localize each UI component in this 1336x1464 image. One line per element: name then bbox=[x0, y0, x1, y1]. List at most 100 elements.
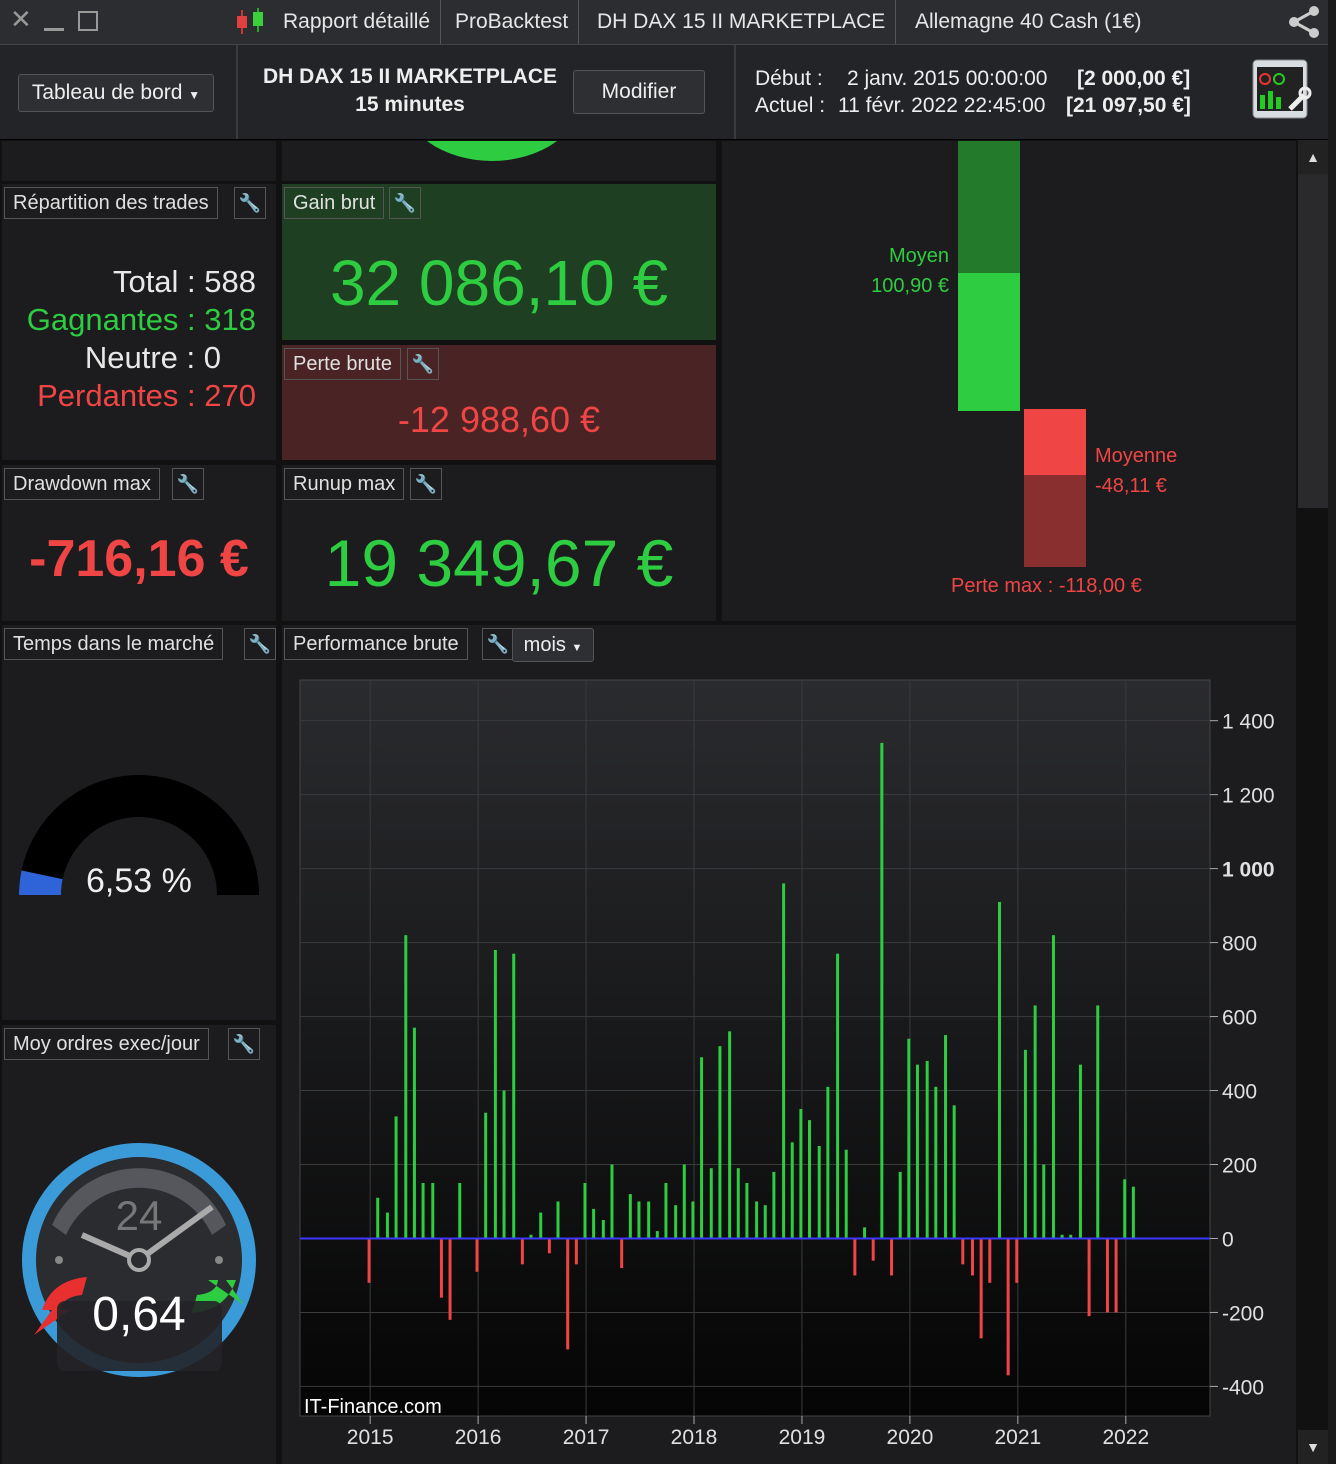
scroll-down-icon[interactable]: ▼ bbox=[1298, 1430, 1328, 1464]
gross-gain-value: 32 086,10 € bbox=[329, 247, 669, 319]
gain-bar bbox=[1023, 1049, 1027, 1239]
loss-bar bbox=[988, 1238, 992, 1283]
tab-probacktest[interactable]: ProBacktest bbox=[445, 0, 580, 44]
gain-bar bbox=[1069, 1234, 1073, 1239]
gain-bar bbox=[655, 1231, 659, 1239]
start-label: Début : bbox=[755, 67, 823, 90]
gain-bar bbox=[782, 883, 786, 1239]
dashboard-dropdown[interactable]: Tableau de bord ▼ bbox=[18, 74, 214, 112]
start-value: [2 000,00 €] bbox=[1077, 67, 1191, 90]
loss-bar bbox=[367, 1238, 371, 1283]
tab-instrument[interactable]: Allemagne 40 Cash (1€) bbox=[915, 10, 1142, 33]
wrench-icon[interactable]: 🔧 bbox=[407, 348, 439, 380]
system-name: DH DAX 15 II MARKETPLACE bbox=[262, 65, 558, 88]
y-tick-label: 1 200 bbox=[1222, 785, 1275, 808]
runup-title: Runup max bbox=[284, 468, 405, 500]
scroll-thumb[interactable] bbox=[1298, 174, 1328, 508]
tab-system-name[interactable]: DH DAX 15 II MARKETPLACE bbox=[587, 0, 897, 44]
start-date: 2 janv. 2015 00:00:00 bbox=[847, 67, 1048, 90]
gain-bar bbox=[394, 1116, 398, 1239]
clock-number: 24 bbox=[116, 1192, 163, 1239]
gain-bar bbox=[898, 1171, 902, 1239]
gain-bar bbox=[421, 1182, 425, 1239]
gain-bar bbox=[637, 1201, 641, 1239]
y-tick-label: -400 bbox=[1222, 1376, 1264, 1399]
gross-gain-title: Gain brut bbox=[284, 187, 385, 219]
orders-value: 0,64 bbox=[92, 1288, 186, 1341]
divider bbox=[236, 45, 238, 139]
gain-bar bbox=[915, 1064, 919, 1239]
gain-bar bbox=[376, 1197, 380, 1239]
market-time-value: 6,53 % bbox=[86, 862, 192, 900]
loss-bar bbox=[1105, 1238, 1109, 1313]
gain-bar bbox=[817, 1146, 821, 1239]
maximize-icon[interactable] bbox=[78, 11, 98, 31]
loss-bar bbox=[520, 1238, 524, 1265]
gross-loss-title: Perte brute bbox=[284, 348, 401, 380]
gain-bar bbox=[502, 1090, 506, 1239]
scroll-up-icon[interactable]: ▲ bbox=[1298, 140, 1328, 174]
loss-bar bbox=[448, 1238, 452, 1320]
gain-bar bbox=[763, 1205, 767, 1239]
loss-bar bbox=[620, 1238, 624, 1269]
gain-bar bbox=[836, 953, 840, 1239]
wrench-icon[interactable]: 🔧 bbox=[389, 187, 421, 219]
x-tick-label: 2021 bbox=[994, 1426, 1041, 1449]
trades-losers: Perdantes : 270 bbox=[37, 378, 256, 413]
modify-button[interactable]: Modifier bbox=[573, 70, 705, 114]
y-tick-label: -200 bbox=[1222, 1302, 1264, 1325]
gauge-remnant bbox=[402, 141, 582, 161]
gain-bar bbox=[934, 1086, 938, 1239]
loss-bar bbox=[853, 1238, 857, 1276]
drawdown-panel: Drawdown max 🔧 -716,16 € bbox=[2, 465, 276, 621]
avg-gain-bar-upper bbox=[958, 141, 1020, 273]
runup-panel: Runup max 🔧 19 349,67 € bbox=[282, 465, 716, 621]
gross-loss-value: -12 988,60 € bbox=[397, 399, 601, 440]
tab-detailed-report[interactable]: Rapport détaillé bbox=[273, 0, 442, 44]
gain-bar bbox=[728, 1031, 732, 1239]
wrench-icon[interactable]: 🔧 bbox=[234, 187, 266, 219]
wrench-icon[interactable]: 🔧 bbox=[172, 468, 204, 500]
gain-bar bbox=[790, 1142, 794, 1239]
x-tick-label: 2017 bbox=[563, 1426, 610, 1449]
gain-bar bbox=[458, 1182, 462, 1239]
loss-bar bbox=[574, 1238, 578, 1265]
settings-chart-icon[interactable] bbox=[1252, 59, 1312, 126]
max-loss-label: Perte max : -118,00 € bbox=[951, 575, 1142, 597]
minimize-icon[interactable] bbox=[44, 28, 64, 31]
wrench-icon[interactable]: 🔧 bbox=[228, 1028, 260, 1060]
gain-bar bbox=[863, 1227, 867, 1239]
vertical-scrollbar[interactable]: ▲ ▼ bbox=[1298, 140, 1328, 1464]
market-time-title: Temps dans le marché bbox=[4, 628, 224, 660]
gain-bar bbox=[691, 1201, 695, 1239]
current-value: [21 097,50 €] bbox=[1066, 94, 1191, 117]
gain-bar bbox=[404, 935, 408, 1239]
share-icon[interactable] bbox=[1286, 5, 1322, 44]
period-dropdown[interactable]: mois ▼ bbox=[512, 628, 594, 662]
chevron-down-icon: ▼ bbox=[188, 88, 201, 102]
gain-bar bbox=[583, 1182, 587, 1239]
gain-bar bbox=[736, 1168, 740, 1239]
x-tick-label: 2016 bbox=[455, 1426, 502, 1449]
gross-loss-panel: Perte brute 🔧 -12 988,60 € bbox=[282, 345, 716, 460]
y-tick-label: 0 bbox=[1222, 1228, 1234, 1251]
average-trade-panel: Moyen 100,90 € Moyenne -48,11 € Perte ma… bbox=[722, 141, 1296, 621]
close-icon[interactable]: ✕ bbox=[10, 4, 32, 34]
loss-bar bbox=[961, 1238, 965, 1265]
performance-chart: -400 -200 0 200 400 600 800 1 000 1 200 1 400 201… bbox=[299, 679, 1275, 1449]
gain-bar bbox=[1060, 1234, 1064, 1239]
gain-bar bbox=[709, 1168, 713, 1239]
gain-bar bbox=[745, 1182, 749, 1239]
gain-bar bbox=[998, 901, 1002, 1239]
loss-bar bbox=[1114, 1238, 1118, 1313]
loss-bar bbox=[547, 1238, 551, 1254]
gain-bar bbox=[512, 953, 516, 1239]
timeframe: 15 minutes bbox=[355, 93, 465, 116]
wrench-icon[interactable]: 🔧 bbox=[410, 468, 442, 500]
gain-bar bbox=[826, 1086, 830, 1239]
window-edge bbox=[1328, 0, 1336, 1464]
gain-bar bbox=[925, 1060, 929, 1239]
wrench-icon[interactable]: 🔧 bbox=[244, 628, 276, 660]
gain-bar bbox=[700, 1057, 704, 1239]
gain-bar bbox=[385, 1212, 389, 1239]
